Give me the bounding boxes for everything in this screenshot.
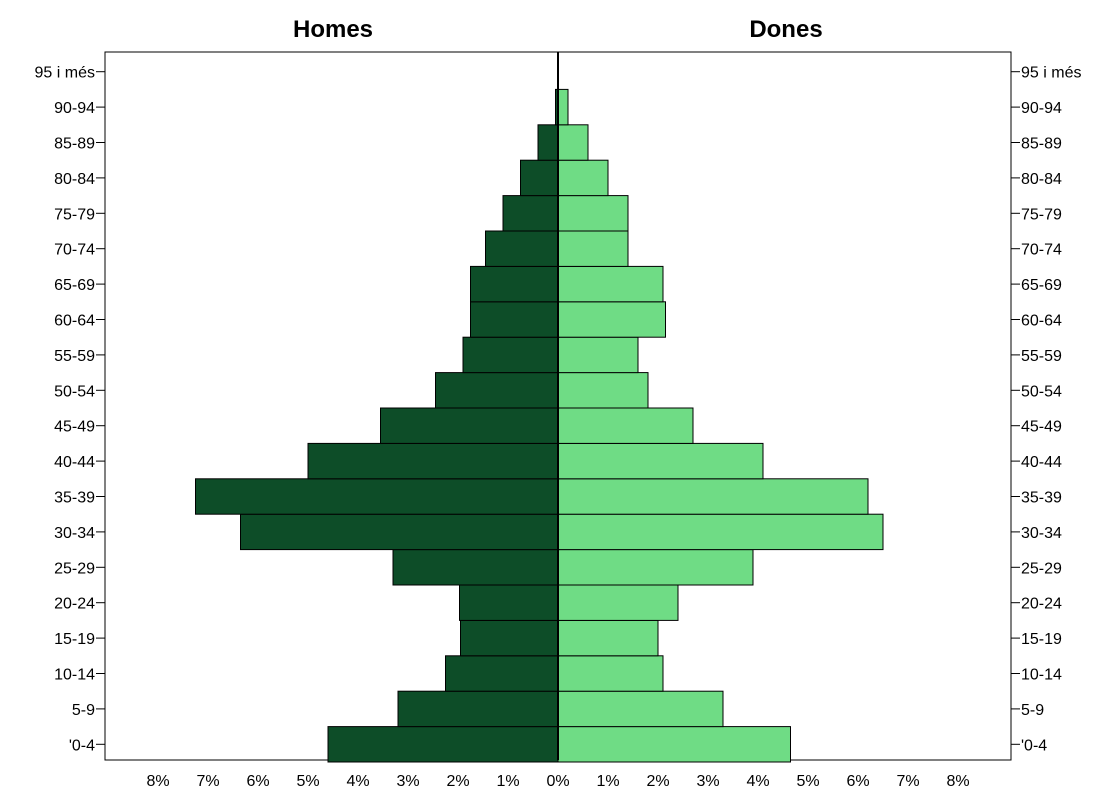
bar-homes-4 — [459, 584, 559, 621]
bar-dones-7 — [557, 478, 869, 515]
bar-dones-16 — [557, 159, 609, 197]
y-tick-label-left: 85-89 — [54, 136, 95, 153]
x-tick-label: 4% — [746, 773, 769, 790]
y-tick-label-left: 50-54 — [54, 383, 95, 400]
x-tick-label: 5% — [296, 773, 319, 790]
bar-dones-2 — [557, 655, 664, 692]
y-tick-label-right: 20-24 — [1021, 596, 1062, 613]
x-tick-label: 4% — [346, 773, 369, 790]
bar-dones-9 — [557, 407, 694, 444]
y-tick-label-left: 30-34 — [54, 525, 95, 542]
bar-homes-14 — [485, 230, 559, 267]
y-tick-label-right: '0-4 — [1021, 737, 1047, 754]
bar-dones-1 — [557, 690, 724, 728]
left-chart-title: Homes — [293, 16, 373, 43]
bar-homes-2 — [445, 655, 559, 692]
y-tick-label-left: 5-9 — [72, 702, 95, 719]
y-tick-label-right: 35-39 — [1021, 490, 1062, 507]
bar-homes-7 — [195, 478, 559, 515]
y-tick-label-right: 45-49 — [1021, 419, 1062, 436]
x-tick-label: 7% — [896, 773, 919, 790]
bar-dones-17 — [557, 124, 589, 161]
bar-homes-5 — [392, 549, 559, 586]
x-tick-label: 6% — [846, 773, 869, 790]
y-tick-label-left: 25-29 — [54, 560, 95, 577]
y-tick-label-left: 40-44 — [54, 454, 95, 471]
y-tick-label-right: 30-34 — [1021, 525, 1062, 542]
bar-homes-9 — [380, 407, 559, 444]
y-tick-label-left: 60-64 — [54, 313, 95, 330]
x-tick-label: 5% — [796, 773, 819, 790]
bar-dones-3 — [557, 619, 659, 657]
bar-homes-11 — [462, 336, 559, 374]
y-tick-label-right: 70-74 — [1021, 242, 1062, 259]
y-tick-label-left: 55-59 — [54, 348, 95, 365]
x-tick-label: 2% — [646, 773, 669, 790]
x-axis-ticks: 8% 7% 6% 5% 4% 3% 2% 1% 0% 1% 2% 3% 4% 5% 6% 7% 8% — [146, 773, 969, 790]
bar-homes-17 — [537, 124, 559, 161]
y-tick-label-right: 5-9 — [1021, 702, 1044, 719]
y-tick-label-right: 55-59 — [1021, 348, 1062, 365]
bar-dones-15 — [557, 195, 629, 232]
bar-dones-14 — [557, 230, 629, 267]
y-tick-label-right: 40-44 — [1021, 454, 1062, 471]
x-tick-label: 0% — [546, 773, 569, 790]
x-tick-label: 2% — [446, 773, 469, 790]
bar-homes-10 — [435, 372, 559, 409]
bar-dones-13 — [557, 265, 664, 303]
y-tick-label-left: 80-84 — [54, 171, 95, 188]
y-tick-label-right: 15-19 — [1021, 631, 1062, 648]
y-tick-label-left: 45-49 — [54, 419, 95, 436]
bar-dones-0 — [557, 726, 791, 763]
bar-homes-1 — [397, 690, 559, 728]
bar-dones-8 — [557, 442, 764, 480]
right-chart-title: Dones — [749, 16, 822, 43]
y-tick-label-left: '0-4 — [69, 737, 95, 754]
y-tick-label-left: 35-39 — [54, 490, 95, 507]
bar-homes-16 — [520, 159, 559, 197]
bar-dones-6 — [557, 513, 884, 551]
bar-dones-12 — [557, 301, 666, 338]
y-tick-label-right: 10-14 — [1021, 667, 1062, 684]
y-tick-label-left: 15-19 — [54, 631, 95, 648]
y-tick-label-left: 10-14 — [54, 667, 95, 684]
y-tick-label-right: 60-64 — [1021, 313, 1062, 330]
bar-homes-8 — [307, 442, 559, 480]
x-tick-label: 3% — [696, 773, 719, 790]
bar-homes-0 — [327, 726, 559, 763]
x-tick-label: 1% — [496, 773, 519, 790]
bar-homes-13 — [470, 265, 559, 303]
y-axis-ticks: '0-4 '0-4 5-9 5-9 10-14 10-14 15-19 15-19 20-24 2… — [35, 65, 1082, 755]
bar-homes-15 — [502, 195, 559, 232]
y-tick-label-right: 75-79 — [1021, 206, 1062, 223]
x-tick-label: 8% — [946, 773, 969, 790]
x-tick-label: 6% — [246, 773, 269, 790]
x-tick-label: 1% — [596, 773, 619, 790]
x-tick-label: 7% — [196, 773, 219, 790]
y-tick-label-left: 70-74 — [54, 242, 95, 259]
y-tick-label-right: 80-84 — [1021, 171, 1062, 188]
bar-dones-4 — [557, 584, 679, 621]
y-tick-label-left: 95 i més — [35, 65, 95, 82]
x-tick-label: 8% — [146, 773, 169, 790]
y-tick-label-right: 85-89 — [1021, 136, 1062, 153]
y-tick-label-left: 90-94 — [54, 100, 95, 117]
y-tick-label-right: 90-94 — [1021, 100, 1062, 117]
bar-homes-6 — [240, 513, 559, 551]
bar-dones-11 — [557, 336, 639, 374]
bar-homes-3 — [460, 619, 559, 657]
y-tick-label-left: 75-79 — [54, 206, 95, 223]
bar-homes-12 — [470, 301, 559, 338]
y-tick-label-right: 65-69 — [1021, 277, 1062, 294]
y-tick-label-left: 65-69 — [54, 277, 95, 294]
y-tick-label-right: 50-54 — [1021, 383, 1062, 400]
bar-dones-5 — [557, 549, 754, 586]
y-tick-label-right: 25-29 — [1021, 560, 1062, 577]
bar-dones-18 — [557, 88, 569, 126]
y-tick-label-left: 20-24 — [54, 596, 95, 613]
x-tick-label: 3% — [396, 773, 419, 790]
bar-dones-10 — [557, 372, 649, 409]
y-tick-label-right: 95 i més — [1021, 65, 1081, 82]
